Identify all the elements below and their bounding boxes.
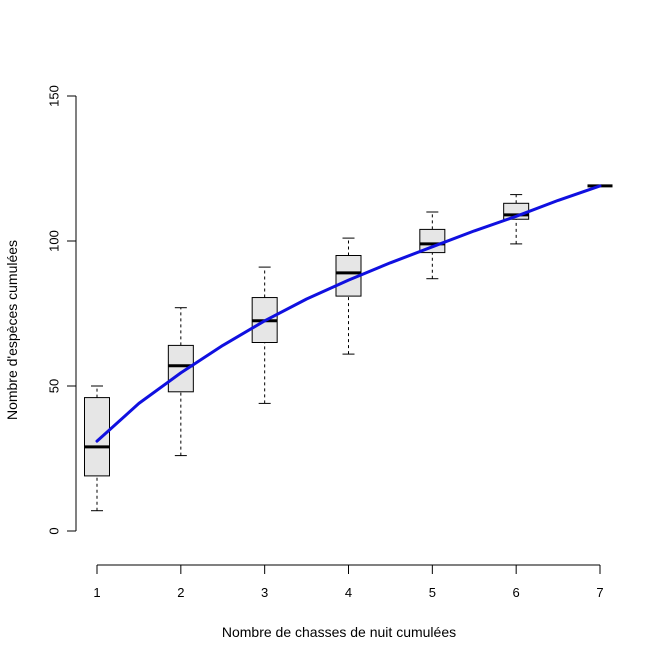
boxplot-4 [335, 237, 362, 355]
box-iqr [167, 344, 194, 393]
x-tick-label: 5 [429, 585, 436, 600]
x-tick-label: 2 [177, 585, 184, 600]
box-iqr [84, 397, 110, 477]
x-axis-title: Nombre de chasses de nuit cumulées [222, 624, 456, 640]
boxplot-2 [167, 307, 194, 457]
y-axis-title: Nombre d'espèces cumulées [4, 240, 20, 420]
x-tick-label: 4 [345, 585, 352, 600]
y-tick-label: 50 [47, 379, 62, 393]
x-axis: 1 2 3 4 5 6 7 [93, 564, 604, 600]
y-tick-label: 0 [47, 527, 62, 534]
y-tick-label: 100 [47, 230, 62, 252]
x-tick-label: 3 [261, 585, 268, 600]
boxplots [84, 184, 613, 512]
y-tick-label: 150 [47, 85, 62, 107]
boxplot-3 [251, 266, 278, 404]
y-axis: 0 50 100 150 [47, 85, 77, 535]
x-tick-label: 7 [596, 585, 603, 600]
fit-curve [95, 184, 602, 443]
x-tick-label: 6 [513, 585, 520, 600]
boxplot-1 [84, 385, 110, 512]
fit-curve-group [95, 184, 602, 443]
x-tick-label: 1 [93, 585, 100, 600]
